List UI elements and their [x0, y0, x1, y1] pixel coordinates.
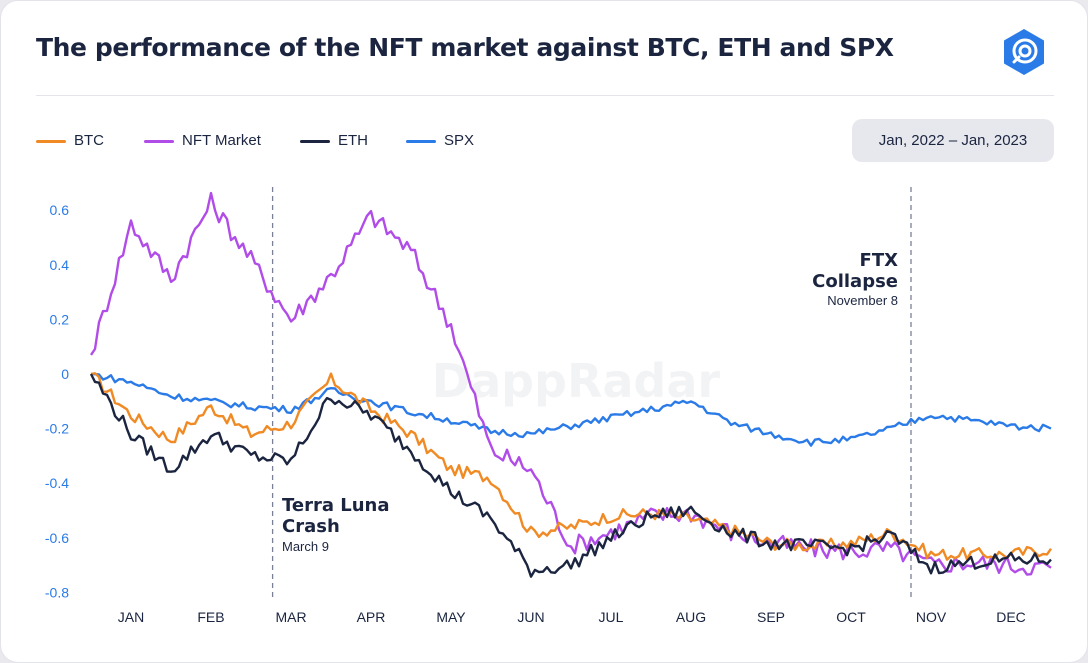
legend-label-eth: ETH [338, 132, 368, 149]
y-tick-label: -0.2 [45, 421, 69, 437]
watermark-text: DappRadar [432, 354, 721, 408]
x-tick-label: NOV [916, 609, 947, 625]
legend-label-nft-market: NFT Market [182, 132, 261, 149]
y-tick-label: 0.4 [50, 257, 70, 273]
x-tick-label: SEP [757, 609, 785, 625]
dappradar-logo-icon [1004, 29, 1044, 75]
y-tick-label: -0.6 [45, 530, 69, 546]
y-axis: 0.6 0.4 0.2 0 -0.2 -0.4 -0.6 -0.8 [45, 202, 69, 600]
x-tick-label: AUG [676, 609, 706, 625]
x-tick-label: OCT [836, 609, 866, 625]
annotation-title: Crash [282, 516, 340, 537]
annotation-subtitle: November 8 [827, 293, 898, 308]
legend-swatch-eth [300, 140, 330, 143]
legend-label-spx: SPX [444, 132, 475, 149]
annotation-title: Terra Luna [282, 495, 390, 516]
series-layer [89, 191, 1052, 578]
legend-label-btc: BTC [74, 132, 104, 149]
legend-swatch-spx [406, 140, 436, 143]
y-tick-label: 0.6 [50, 202, 70, 218]
x-axis: JAN FEB MAR APR MAY JUN JUL AUG SEP OCT … [118, 609, 1026, 625]
x-tick-label: MAY [436, 609, 466, 625]
annotation-subtitle: March 9 [282, 539, 329, 554]
legend-swatch-btc [36, 140, 66, 143]
x-tick-label: DEC [996, 609, 1026, 625]
annotation-title: FTX [860, 250, 899, 271]
annotation-terra-luna: Terra Luna Crash March 9 [282, 495, 390, 554]
header-divider [36, 95, 1054, 96]
page-title: The performance of the NFT market agains… [36, 33, 894, 62]
y-tick-label: 0 [61, 366, 69, 382]
x-tick-label: FEB [197, 609, 224, 625]
x-tick-label: JAN [118, 609, 144, 625]
series-line-spx [90, 372, 1052, 447]
legend-swatch-nft-market [144, 140, 174, 143]
x-tick-label: JUL [599, 609, 624, 625]
annotation-title: Collapse [812, 271, 898, 292]
y-tick-label: -0.4 [45, 475, 69, 491]
series-line-eth [89, 373, 1052, 578]
x-tick-label: JUN [517, 609, 544, 625]
annotation-ftx: FTX Collapse November 8 [812, 250, 898, 308]
date-range-pill[interactable]: Jan, 2022 – Jan, 2023 [852, 119, 1054, 162]
y-tick-label: -0.8 [45, 584, 69, 600]
y-tick-label: 0.2 [50, 311, 70, 327]
x-tick-label: APR [357, 609, 386, 625]
series-line-nft-market [90, 191, 1052, 576]
x-tick-label: MAR [275, 609, 306, 625]
